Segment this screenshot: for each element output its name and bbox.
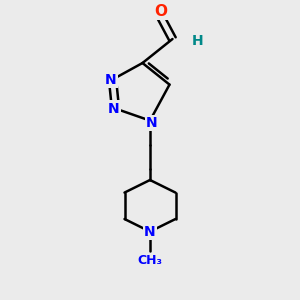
Text: N: N — [144, 225, 156, 238]
Text: CH₃: CH₃ — [137, 254, 163, 267]
Text: O: O — [154, 4, 167, 19]
Text: N: N — [146, 116, 157, 130]
Text: N: N — [108, 102, 120, 116]
Text: H: H — [192, 34, 203, 48]
Text: N: N — [105, 73, 117, 86]
